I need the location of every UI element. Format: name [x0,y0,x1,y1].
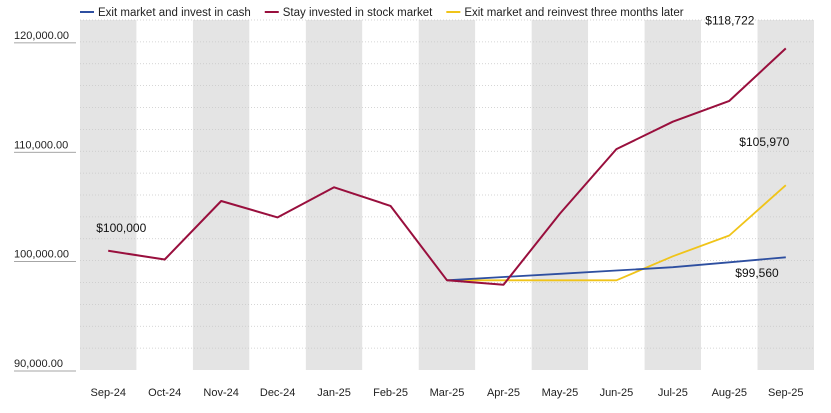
series-line [446,256,786,282]
series-line [108,47,787,286]
x-tick-label: Apr-25 [487,387,520,399]
legend-label: Exit market and reinvest three months la… [464,7,683,19]
value-annotations: $100,000 $118,722 $105,970 $99,560 [96,13,789,280]
x-tick-label: Jul-25 [658,387,688,399]
y-tick-label: 100,000.00 [14,249,69,261]
column-band [80,20,137,370]
x-tick-label: Jan-25 [317,387,351,399]
value-annotation: $99,560 [735,266,779,280]
x-tick-label: Nov-24 [203,387,238,399]
x-tick-label: Aug-25 [712,387,747,399]
x-tick-label: Mar-25 [430,387,465,399]
column-band [531,20,589,370]
legend: Exit market and invest in cash Stay inves… [80,7,684,19]
series-line [447,184,787,282]
horizontal-gridlines [80,19,814,349]
y-axis-tick-labels: 90,000.00 100,000.00 110,000.00 120,000.00 [14,30,76,372]
value-annotation: $105,970 [739,135,789,149]
x-tick-label: Jun-25 [600,387,634,399]
x-tick-label: Dec-24 [260,387,295,399]
x-tick-label: Oct-24 [148,387,181,399]
y-tick-label: 110,000.00 [14,139,68,151]
column-band [644,20,702,370]
x-tick-label: Sep-25 [768,387,803,399]
y-tick-label: 90,000.00 [14,358,63,370]
y-tick-label: 120,000.00 [14,30,69,42]
x-tick-label: Feb-25 [373,387,408,399]
series-lines [108,47,787,286]
x-axis-tick-labels: Sep-24 Oct-24 Nov-24 Dec-24 Jan-25 Feb-25 Mar-… [90,387,803,399]
x-tick-label: Sep-24 [90,387,125,399]
column-bands [80,20,814,370]
value-annotation: $118,722 [705,13,754,27]
value-annotation: $100,000 [96,221,146,235]
x-tick-label: May-25 [542,387,579,399]
legend-label: Stay invested in stock market [283,7,433,19]
column-band [305,20,363,370]
legend-label: Exit market and invest in cash [98,7,251,19]
